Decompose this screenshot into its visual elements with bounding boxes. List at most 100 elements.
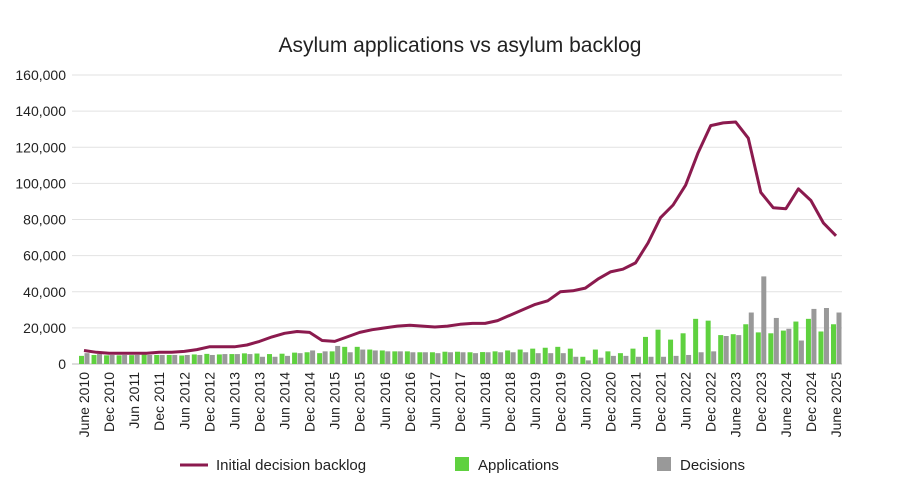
bar-applications <box>191 354 197 364</box>
y-tick-label: 40,000 <box>23 284 66 300</box>
bar-applications <box>643 336 648 364</box>
bar-decisions <box>761 276 767 364</box>
bar-applications <box>116 355 122 364</box>
bar-applications <box>768 333 774 364</box>
y-tick-label: 0 <box>58 356 66 372</box>
bar-decisions <box>573 356 579 364</box>
legend-swatch-decisions <box>657 457 671 471</box>
bar-applications <box>304 352 310 364</box>
bar-decisions <box>535 353 541 364</box>
bar-applications <box>730 334 736 364</box>
x-tick-label: Jun 2011 <box>126 372 142 429</box>
bar-applications <box>367 349 373 364</box>
bar-decisions <box>798 340 804 364</box>
bar-decisions <box>385 351 391 364</box>
bar-applications <box>693 318 699 364</box>
bar-decisions <box>310 350 316 364</box>
bar-decisions <box>673 355 679 364</box>
bar-applications <box>455 351 460 364</box>
bar-decisions <box>285 355 291 364</box>
bar-applications <box>254 353 260 364</box>
bar-applications <box>154 354 160 364</box>
bar-applications <box>831 324 836 364</box>
bar-decisions <box>560 353 566 364</box>
x-tick-label: Jun 2015 <box>327 372 343 430</box>
bar-applications <box>743 324 749 364</box>
y-tick-label: 160,000 <box>15 67 66 83</box>
x-tick-label: Jun 2020 <box>577 372 593 430</box>
bar-applications <box>279 353 285 364</box>
bar-decisions <box>435 353 441 364</box>
y-tick-label: 60,000 <box>23 248 66 264</box>
bar-decisions <box>122 354 128 364</box>
x-tick-label: June 2025 <box>828 372 844 438</box>
legend-label-decisions: Decisions <box>680 457 745 474</box>
bar-applications <box>668 339 674 364</box>
bar-applications <box>755 332 761 364</box>
x-tick-label: Jun 2012 <box>176 372 192 430</box>
bar-decisions <box>172 354 178 364</box>
bar-applications <box>718 335 724 364</box>
x-tick-label: Jun 2016 <box>377 372 393 430</box>
bar-applications <box>780 330 786 364</box>
bar-applications <box>630 348 636 364</box>
x-tick-label: Dec 2015 <box>352 372 368 432</box>
y-tick-label: 80,000 <box>23 212 66 228</box>
bar-decisions <box>397 351 403 364</box>
bar-decisions <box>347 352 353 364</box>
legend: Initial decision backlog Applications De… <box>180 457 745 474</box>
bar-applications <box>467 352 473 364</box>
x-tick-label: Dec 2018 <box>502 372 518 432</box>
bar-applications <box>567 348 573 364</box>
bar-applications <box>580 356 586 364</box>
bar-decisions <box>134 354 140 364</box>
bar-decisions <box>623 355 629 364</box>
bar-decisions <box>786 328 792 364</box>
bar-applications <box>655 329 661 364</box>
bar-applications <box>91 354 97 364</box>
bar-decisions <box>297 353 303 364</box>
x-tick-label: June 2023 <box>728 372 744 438</box>
bar-applications <box>404 351 410 364</box>
x-tick-label: Dec 2014 <box>302 372 318 432</box>
bar-decisions <box>823 308 829 364</box>
bar-applications <box>267 354 272 364</box>
bar-applications <box>141 354 147 364</box>
bar-decisions <box>698 352 704 364</box>
bar-decisions <box>360 349 366 364</box>
x-tick-label: Jun 2018 <box>477 372 493 430</box>
bar-applications <box>805 318 811 364</box>
bar-applications <box>492 351 498 364</box>
bar-applications <box>292 352 298 364</box>
bar-applications <box>429 352 435 364</box>
bar-decisions <box>711 351 717 364</box>
bar-decisions <box>498 352 504 364</box>
bar-decisions <box>610 355 616 364</box>
bar-decisions <box>548 353 554 364</box>
legend-label-applications: Applications <box>478 457 559 474</box>
x-tick-label: June 2024 <box>778 372 794 438</box>
x-tick-label: Jun 2014 <box>277 372 293 430</box>
legend-swatch-applications <box>455 457 469 471</box>
bar-decisions <box>523 352 529 364</box>
y-tick-label: 100,000 <box>15 175 66 191</box>
x-tick-label: Dec 2012 <box>201 372 217 432</box>
bar-decisions <box>585 360 591 364</box>
x-tick-label: Dec 2011 <box>151 372 167 431</box>
bar-applications <box>617 353 623 364</box>
series-line-initial-decision-backlog <box>83 120 838 355</box>
x-tick-label: Dec 2024 <box>803 372 819 432</box>
bar-decisions <box>335 345 341 364</box>
bar-decisions <box>84 353 90 364</box>
bar-decisions <box>322 351 328 364</box>
bar-applications <box>542 347 548 364</box>
bar-applications <box>392 351 398 364</box>
bar-applications <box>530 348 536 364</box>
x-tick-label: Dec 2016 <box>402 372 418 432</box>
bar-applications <box>793 321 799 364</box>
bar-applications <box>329 351 335 364</box>
bar-decisions <box>247 354 253 364</box>
y-tick-label: 140,000 <box>15 103 66 119</box>
bar-decisions <box>510 352 516 364</box>
bar-decisions <box>410 352 416 364</box>
